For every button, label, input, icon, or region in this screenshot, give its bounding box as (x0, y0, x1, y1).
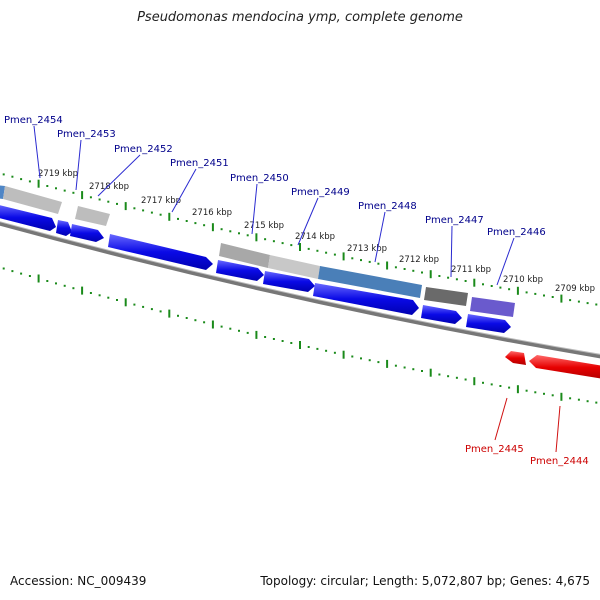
feature-block-7 (424, 287, 468, 306)
forward-gene-9 (466, 314, 511, 333)
reverse-label-leaders (494, 397, 561, 453)
feature-block-1 (0, 185, 5, 199)
forward-gene-5 (216, 260, 264, 281)
gene-label: Pmen_2449 (291, 187, 350, 198)
kbp-label: 2710 kbp (503, 275, 543, 285)
kbp-label: 2709 kbp (555, 284, 595, 294)
kbp-label: 2712 kbp (399, 255, 439, 265)
kbp-label: 2719 kbp (38, 169, 78, 179)
gene-label: Pmen_2448 (358, 201, 417, 212)
label-leader-line (496, 237, 515, 286)
label-leader-line (97, 154, 141, 197)
gene-label: Pmen_2454 (4, 115, 63, 126)
forward-gene-8 (421, 305, 462, 324)
forward-gene-4 (108, 234, 213, 270)
feature-block-3 (75, 206, 110, 226)
forward-gene-6 (263, 271, 315, 292)
gene-label: Pmen_2444 (530, 456, 589, 467)
feature-block-2 (3, 186, 62, 214)
gene-label: Pmen_2445 (465, 444, 524, 455)
feature-block-8 (470, 297, 515, 317)
kbp-label: 2716 kbp (192, 208, 232, 218)
label-leader-line (374, 211, 386, 263)
kbp-label: 2717 kbp (141, 196, 181, 206)
genome-backbone (0, 221, 600, 359)
gene-label: Pmen_2451 (170, 158, 229, 169)
forward-label-leaders (33, 125, 515, 286)
inner-tick-row (2, 267, 598, 404)
label-leader-line (297, 197, 319, 246)
kbp-label: 2715 kbp (244, 221, 284, 231)
kbp-label: 2718 kbp (89, 182, 129, 192)
reverse-gene-2 (529, 355, 600, 379)
kbp-label: 2713 kbp (347, 244, 387, 254)
feature-block-5 (268, 255, 320, 279)
outer-tick-row (2, 173, 598, 306)
label-leader-line (494, 397, 508, 441)
feature-block-6 (318, 266, 422, 298)
forward-gene-1 (0, 205, 56, 231)
forward-gene-2 (56, 220, 72, 236)
label-leader-line (171, 168, 197, 213)
reverse-gene-1 (505, 351, 526, 365)
genome-summary-text: Topology: circular; Length: 5,072,807 bp… (260, 574, 590, 588)
label-leader-line (33, 125, 41, 179)
accession-text: Accession: NC_009439 (10, 574, 147, 588)
kbp-label: 2714 kbp (295, 232, 335, 242)
label-leader-line (75, 139, 82, 191)
label-leader-line (555, 405, 561, 453)
kbp-label: 2711 kbp (451, 265, 491, 275)
gene-label: Pmen_2447 (425, 215, 484, 226)
label-leader-line (450, 225, 453, 278)
label-leader-line (251, 183, 258, 235)
genome-backbone-highlight (0, 221, 600, 355)
map-title: Pseudomonas mendocina ymp, complete geno… (137, 10, 463, 25)
gene-label: Pmen_2446 (487, 227, 546, 238)
gene-label: Pmen_2453 (57, 129, 116, 140)
gene-label: Pmen_2450 (230, 173, 289, 184)
forward-gene-7 (313, 283, 419, 315)
gene-label: Pmen_2452 (114, 144, 173, 155)
feature-block-4 (219, 243, 270, 268)
forward-gene-3 (70, 224, 104, 242)
